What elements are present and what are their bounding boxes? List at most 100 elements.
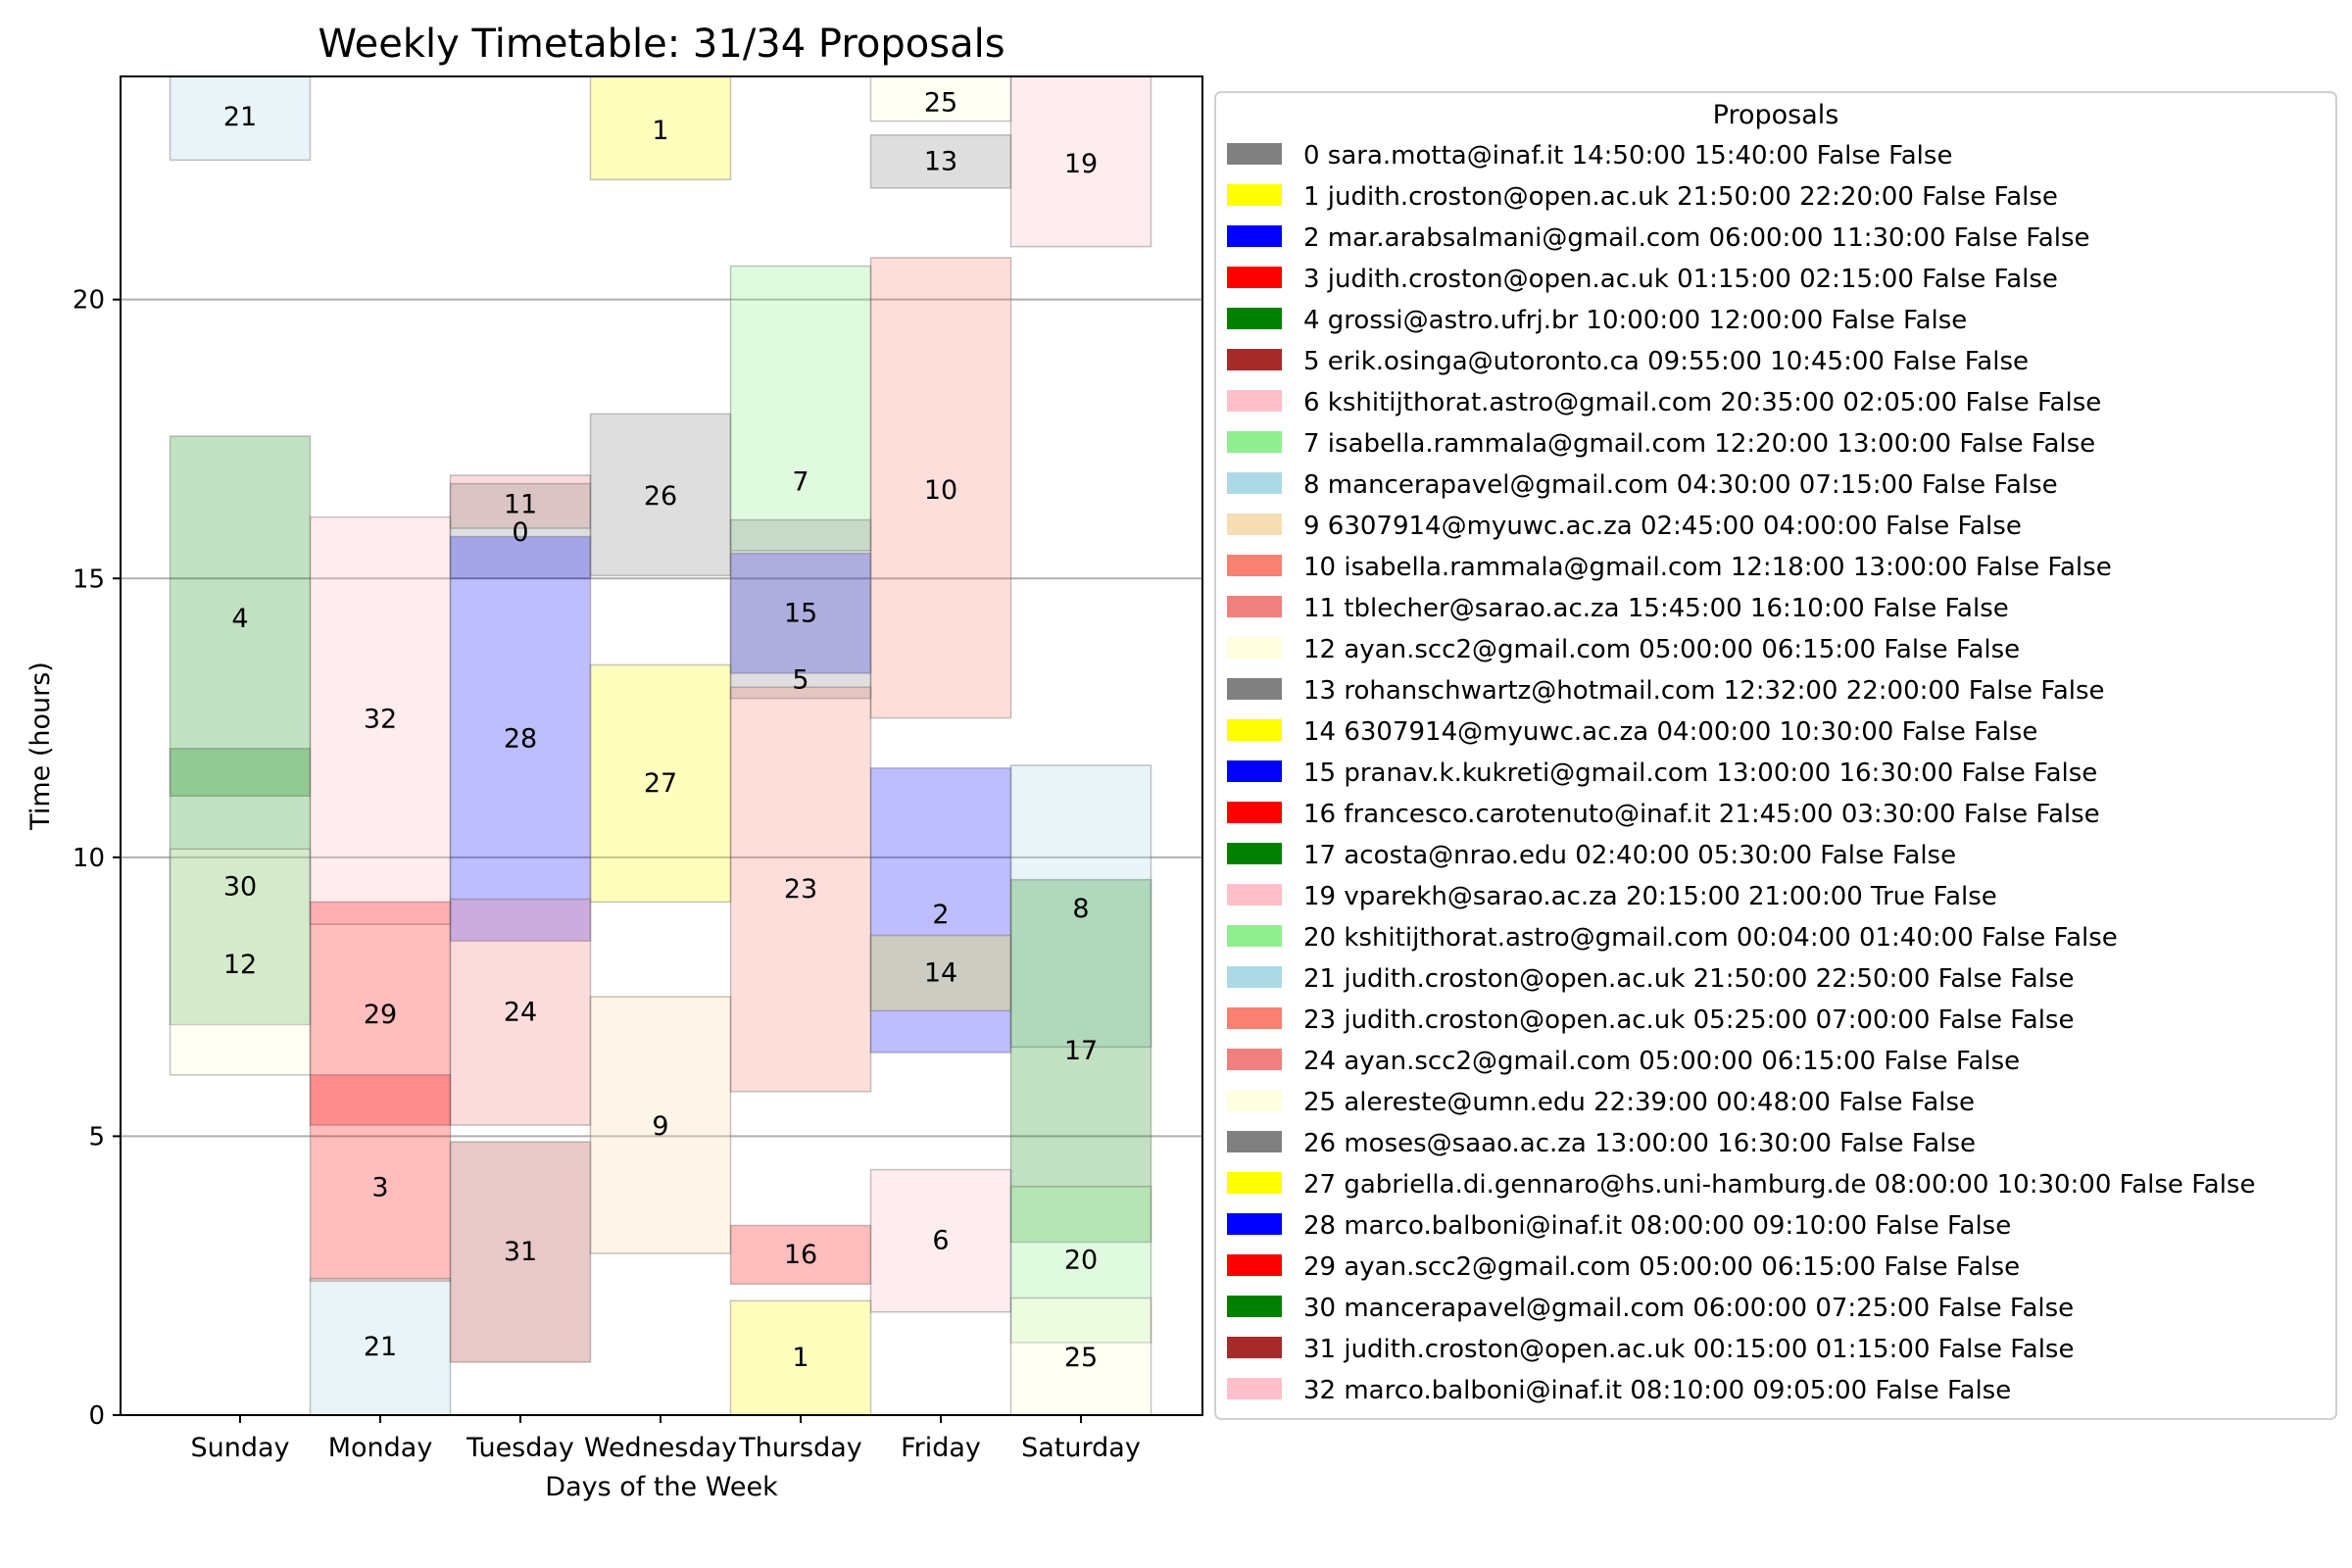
legend-entry: 4 grossi@astro.ufrj.br 10:00:00 12:00:00… xyxy=(1227,306,1967,335)
legend-label: 17 acosta@nrao.edu 02:40:00 05:30:00 Fal… xyxy=(1303,841,1956,870)
legend-swatch xyxy=(1227,390,1282,412)
block-label: 24 xyxy=(504,997,537,1027)
x-axis-ticks: Sunday Monday Tuesday Wednesday Thursday Frid… xyxy=(190,1415,1141,1463)
legend-swatch xyxy=(1227,1049,1282,1070)
schedule-block-19 xyxy=(1009,75,1152,248)
schedule-block-1 xyxy=(589,75,732,181)
block-label: 19 xyxy=(1064,149,1098,179)
legend-swatch xyxy=(1227,925,1282,947)
block-label: 26 xyxy=(644,481,677,512)
block-label: 25 xyxy=(924,88,957,119)
x-tick-label: Wednesday xyxy=(584,1433,737,1463)
legend-swatch xyxy=(1227,1378,1282,1399)
legend-label: 28 marco.balboni@inaf.it 08:00:00 09:10:… xyxy=(1303,1211,2011,1241)
legend-entry: 32 marco.balboni@inaf.it 08:10:00 09:05:… xyxy=(1227,1376,2011,1405)
block-label: 2 xyxy=(932,900,949,930)
legend-swatch xyxy=(1227,637,1282,659)
legend-swatch xyxy=(1227,184,1282,206)
schedule-block-32 xyxy=(309,515,452,925)
legend-entry: 3 judith.croston@open.ac.uk 01:15:00 02:… xyxy=(1227,265,2058,294)
schedule-block-4 xyxy=(169,435,312,797)
legend-label: 25 alereste@umn.edu 22:39:00 00:48:00 Fa… xyxy=(1303,1088,1975,1117)
legend-entry: 17 acosta@nrao.edu 02:40:00 05:30:00 Fal… xyxy=(1227,841,1956,870)
schedule-block-23 xyxy=(729,686,872,1093)
block-label: 21 xyxy=(223,102,257,132)
schedule-block-3 xyxy=(309,1074,452,1283)
legend-entries: 0 sara.motta@inaf.it 14:50:00 15:40:00 F… xyxy=(1227,141,2255,1405)
block-label: 4 xyxy=(231,604,248,634)
schedule-block-1 xyxy=(729,1299,872,1416)
legend-label: 21 judith.croston@open.ac.uk 21:50:00 22… xyxy=(1303,964,2074,994)
legend-label: 32 marco.balboni@inaf.it 08:10:00 09:05:… xyxy=(1303,1376,2011,1405)
block-label: 3 xyxy=(371,1173,388,1203)
schedule-block-2 xyxy=(869,767,1012,1054)
legend-swatch xyxy=(1227,596,1282,617)
legend-label: 4 grossi@astro.ufrj.br 10:00:00 12:00:00… xyxy=(1303,306,1967,335)
x-tick-label: Monday xyxy=(328,1433,433,1463)
legend-label: 14 6307914@myuwc.ac.za 04:00:00 10:30:00… xyxy=(1303,717,2037,747)
legend-entry: 2 mar.arabsalmani@gmail.com 06:00:00 11:… xyxy=(1227,223,2090,253)
legend-entry: 21 judith.croston@open.ac.uk 21:50:00 22… xyxy=(1227,964,2074,994)
schedule-block-25 xyxy=(869,75,1012,122)
legend-entry: 24 ayan.scc2@gmail.com 05:00:00 06:15:00… xyxy=(1227,1047,2020,1076)
block-label: 10 xyxy=(924,475,957,506)
legend-swatch xyxy=(1227,267,1282,288)
legend-swatch xyxy=(1227,1090,1282,1111)
legend-swatch xyxy=(1227,966,1282,988)
block-label: 7 xyxy=(792,467,808,498)
legend-swatch xyxy=(1227,1131,1282,1152)
legend-entry: 12 ayan.scc2@gmail.com 05:00:00 06:15:00… xyxy=(1227,635,2020,664)
schedule-block-24 xyxy=(449,898,592,1126)
legend-swatch xyxy=(1227,308,1282,329)
legend-label: 29 ayan.scc2@gmail.com 05:00:00 06:15:00… xyxy=(1303,1252,2020,1282)
legend-swatch xyxy=(1227,514,1282,535)
legend-label: 24 ayan.scc2@gmail.com 05:00:00 06:15:00… xyxy=(1303,1047,2020,1076)
x-tick-label: Sunday xyxy=(190,1433,289,1463)
legend-label: 27 gabriella.di.gennaro@hs.uni-hamburg.d… xyxy=(1303,1170,2255,1200)
schedule-block-11 xyxy=(449,474,592,529)
legend-label: 0 sara.motta@inaf.it 14:50:00 15:40:00 F… xyxy=(1303,141,1952,171)
block-label: 28 xyxy=(504,723,537,754)
schedule-block-26 xyxy=(589,413,732,577)
schedule-block-15 xyxy=(729,552,872,674)
legend-label: 11 tblecher@sarao.ac.za 15:45:00 16:10:0… xyxy=(1303,594,2009,623)
schedule-block-17 xyxy=(1009,878,1152,1244)
block-label: 11 xyxy=(504,489,537,519)
legend-swatch xyxy=(1227,843,1282,864)
y-tick-label: 15 xyxy=(73,564,105,594)
schedule-block-27 xyxy=(589,663,732,904)
block-label: 21 xyxy=(364,1332,397,1362)
block-label: 14 xyxy=(924,958,957,989)
schedule-block-8 xyxy=(1009,764,1152,1049)
schedule-block-10 xyxy=(869,257,1012,719)
legend-swatch xyxy=(1227,884,1282,906)
legend-label: 19 vparekh@sarao.ac.za 20:15:00 21:00:00… xyxy=(1303,882,1997,911)
legend-label: 23 judith.croston@open.ac.uk 05:25:00 07… xyxy=(1303,1005,2074,1035)
legend-entry: 0 sara.motta@inaf.it 14:50:00 15:40:00 F… xyxy=(1227,141,1952,171)
schedule-block-29 xyxy=(309,901,452,1126)
schedule-block-20 xyxy=(1009,1185,1152,1344)
legend-entry: 25 alereste@umn.edu 22:39:00 00:48:00 Fa… xyxy=(1227,1088,1975,1117)
y-tick-label: 20 xyxy=(73,286,105,316)
legend-entry: 1 judith.croston@open.ac.uk 21:50:00 22:… xyxy=(1227,182,2058,212)
legend-swatch xyxy=(1227,1172,1282,1194)
legend-label: 1 judith.croston@open.ac.uk 21:50:00 22:… xyxy=(1303,182,2058,212)
x-tick-label: Friday xyxy=(901,1433,981,1463)
schedule-block-7 xyxy=(729,265,872,552)
block-label: 13 xyxy=(924,146,957,176)
legend-swatch xyxy=(1227,472,1282,494)
legend-label: 6 kshitijthorat.astro@gmail.com 20:35:00… xyxy=(1303,388,2101,417)
block-label: 32 xyxy=(364,705,397,735)
schedule-block-5 xyxy=(729,518,872,700)
y-tick-label: 0 xyxy=(88,1401,105,1431)
schedule-block-9 xyxy=(589,996,732,1254)
legend-entry: 5 erik.osinga@utoronto.ca 09:55:00 10:45… xyxy=(1227,347,2029,376)
legend-label: 30 mancerapavel@gmail.com 06:00:00 07:25… xyxy=(1303,1294,2074,1323)
legend-swatch xyxy=(1227,1296,1282,1317)
schedule-block-28 xyxy=(449,535,592,942)
legend-swatch xyxy=(1227,349,1282,370)
grid-lines xyxy=(121,298,1202,1138)
y-tick-label: 5 xyxy=(88,1122,105,1152)
x-tick-label: Tuesday xyxy=(466,1433,574,1463)
